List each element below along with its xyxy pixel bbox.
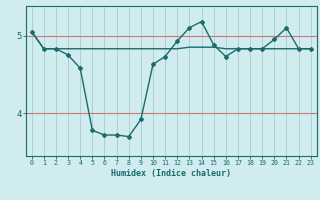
X-axis label: Humidex (Indice chaleur): Humidex (Indice chaleur): [111, 169, 231, 178]
